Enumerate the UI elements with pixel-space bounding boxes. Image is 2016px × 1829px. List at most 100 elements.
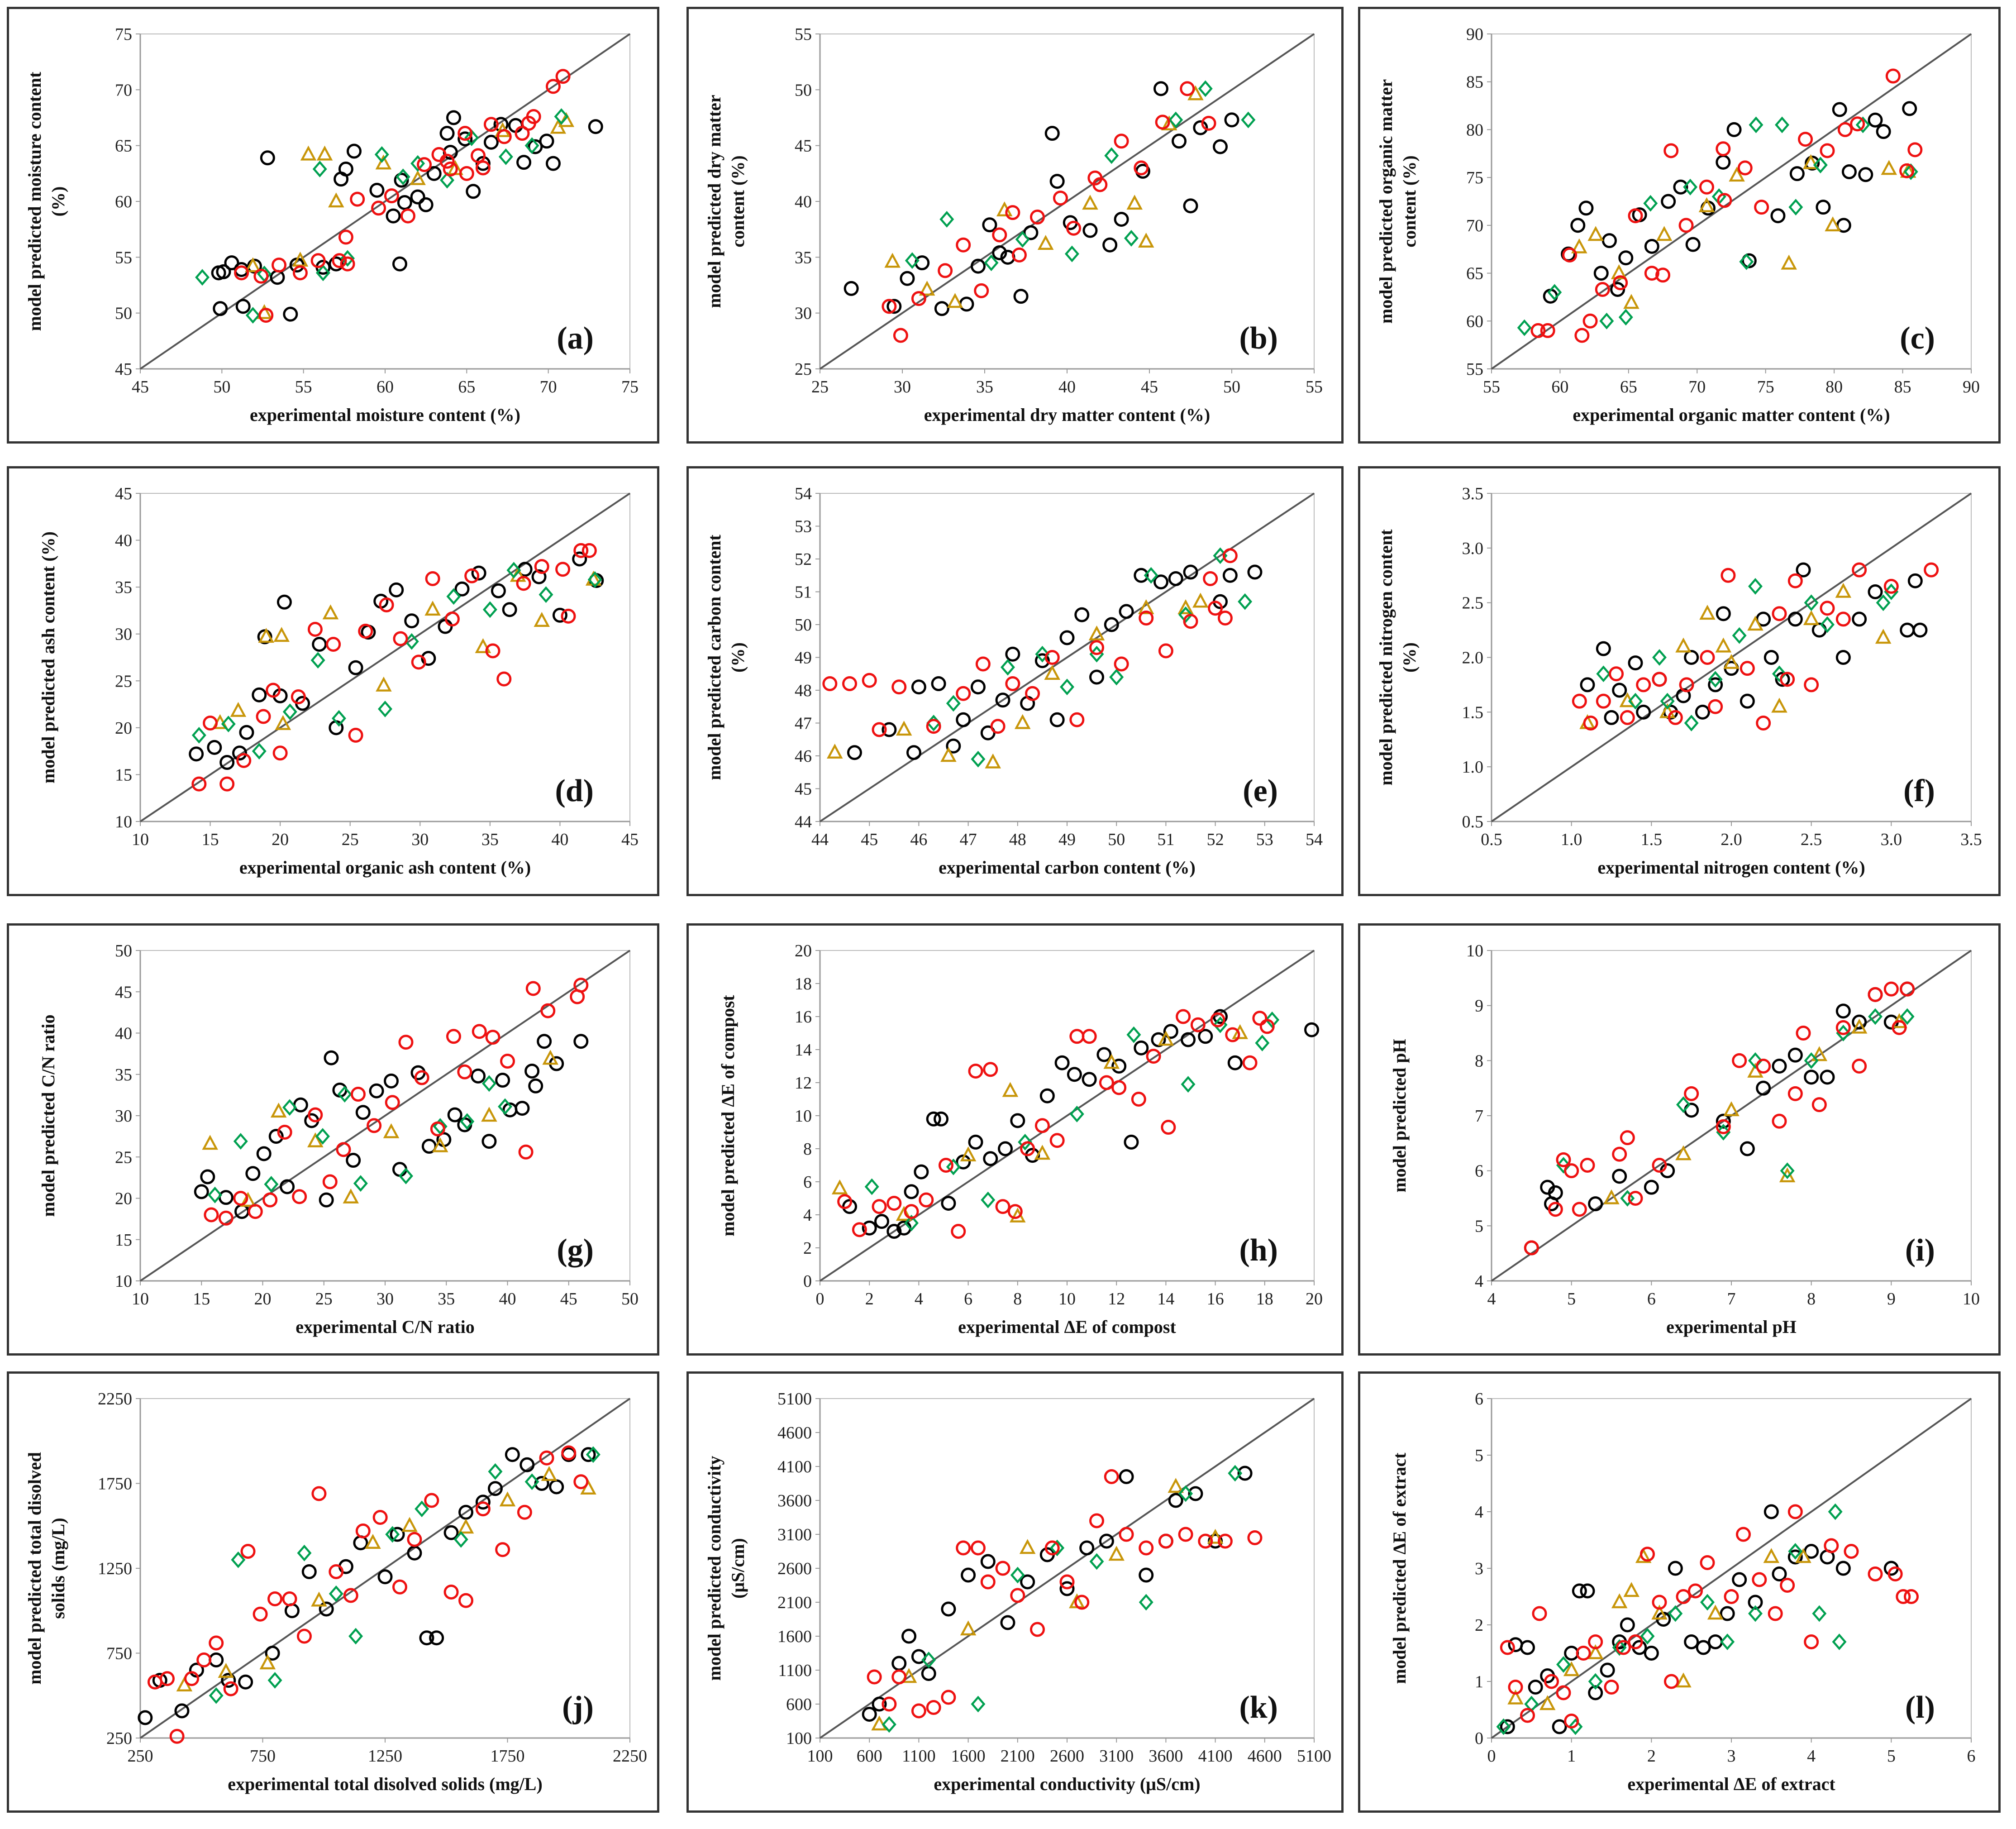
data-point — [1740, 1141, 1755, 1156]
y-tick-label: 3.5 — [1462, 484, 1484, 503]
data-point — [1732, 627, 1747, 644]
data-point — [1707, 1605, 1724, 1620]
data-point — [293, 1097, 308, 1113]
data-point — [1812, 1605, 1827, 1622]
data-point — [1748, 1605, 1763, 1622]
data-point — [882, 1696, 897, 1712]
x-tick-label: 45 — [132, 377, 149, 396]
data-point — [1770, 208, 1786, 224]
data-point — [1049, 712, 1065, 727]
data-point — [1007, 1204, 1023, 1219]
data-point — [495, 1073, 510, 1088]
data-point — [960, 1620, 977, 1636]
data-point — [1222, 568, 1238, 583]
data-point — [310, 652, 325, 669]
series-green — [195, 108, 569, 324]
data-point — [1178, 606, 1193, 623]
data-point — [209, 1652, 224, 1667]
chart-svg-e: 44 45 46 47 48 49 50 51 52 53 54 44 45 46 47 48 49 50 51 52… — [704, 484, 1323, 878]
x-tick-label: 50 — [213, 377, 230, 396]
data-point — [901, 1628, 917, 1644]
series-red — [822, 548, 1238, 737]
data-point — [1178, 1527, 1193, 1542]
data-point — [264, 1176, 279, 1193]
y-tick-label: 50 — [115, 941, 132, 960]
data-point — [1841, 164, 1857, 179]
data-point — [1868, 584, 1883, 599]
x-tick-label: 40 — [1058, 377, 1076, 396]
data-point — [475, 156, 491, 171]
data-point — [348, 1628, 363, 1645]
x-axis-label: experimental organic ash content (%) — [239, 857, 531, 878]
data-point — [1876, 124, 1891, 139]
x-tick-label: 75 — [621, 377, 639, 396]
data-point — [921, 1652, 936, 1668]
data-point — [919, 281, 935, 296]
data-point — [1540, 323, 1555, 338]
data-point — [872, 1199, 887, 1214]
x-tick-label: 2.5 — [1801, 830, 1822, 849]
data-point — [1721, 568, 1736, 583]
data-point — [396, 168, 410, 186]
data-point — [319, 1601, 334, 1617]
y-tick-label: 8 — [803, 1140, 812, 1159]
y-axis-label: model predicted organic matter — [1376, 79, 1396, 324]
data-point — [253, 1606, 268, 1622]
data-point — [1571, 238, 1587, 253]
data-point — [1700, 650, 1715, 665]
data-point — [312, 161, 327, 177]
chart-svg-l: 0 1 2 3 4 5 6 0 1 2 3 4 5 6 (l) experimental ΔE of extr… — [1389, 1390, 1976, 1794]
identity-line — [139, 950, 631, 1282]
x-axis-label: experimental dry matter content (%) — [924, 405, 1210, 425]
y-tick-label: 50 — [115, 304, 132, 323]
data-point — [1247, 1530, 1263, 1545]
series-orange — [871, 1478, 1224, 1731]
data-point — [1126, 195, 1143, 210]
data-point — [365, 1534, 381, 1549]
y-tick-label: 7 — [1475, 1107, 1483, 1126]
data-point — [1668, 710, 1683, 725]
data-point — [1881, 160, 1897, 175]
y-tick-label: 40 — [115, 531, 132, 550]
x-tick-label: 6 — [1967, 1747, 1976, 1766]
data-point — [984, 254, 999, 272]
data-point — [515, 1101, 530, 1116]
data-point — [1811, 1097, 1827, 1113]
data-point — [1500, 1640, 1515, 1655]
y-tick-label: 55 — [115, 248, 132, 267]
data-point — [375, 154, 392, 170]
data-point — [1612, 683, 1627, 698]
data-point — [1772, 665, 1787, 683]
data-point — [1628, 692, 1643, 710]
data-point — [1568, 1718, 1583, 1735]
data-point — [443, 1585, 459, 1600]
data-point — [425, 571, 440, 586]
series-orange — [202, 1050, 558, 1207]
series-green — [905, 80, 1256, 272]
data-point — [1037, 234, 1054, 250]
panel-label: (i) — [1905, 1233, 1935, 1268]
x-tick-label: 40 — [551, 830, 568, 849]
x-tick-label: 48 — [1009, 830, 1026, 849]
data-point — [1025, 686, 1040, 701]
x-tick-label: 8 — [1807, 1289, 1816, 1308]
data-point — [1172, 134, 1187, 149]
data-point — [1500, 1719, 1515, 1734]
data-point — [1740, 661, 1755, 676]
data-point — [1726, 122, 1742, 137]
data-point — [517, 1504, 532, 1520]
data-point — [983, 1151, 998, 1166]
series-red — [1500, 1504, 1919, 1729]
data-point — [573, 978, 589, 993]
data-point — [1644, 266, 1659, 281]
y-tick-label: 45 — [115, 983, 132, 1002]
data-point — [1656, 226, 1673, 241]
data-point — [1059, 1581, 1075, 1596]
data-point — [1151, 1032, 1166, 1047]
data-point — [1675, 637, 1692, 653]
data-point — [1564, 1646, 1579, 1661]
x-tick-label: 70 — [540, 377, 557, 396]
data-point — [1082, 1029, 1097, 1044]
data-point — [482, 601, 497, 618]
y-axis-label: solids (mg/L) — [48, 1518, 68, 1619]
